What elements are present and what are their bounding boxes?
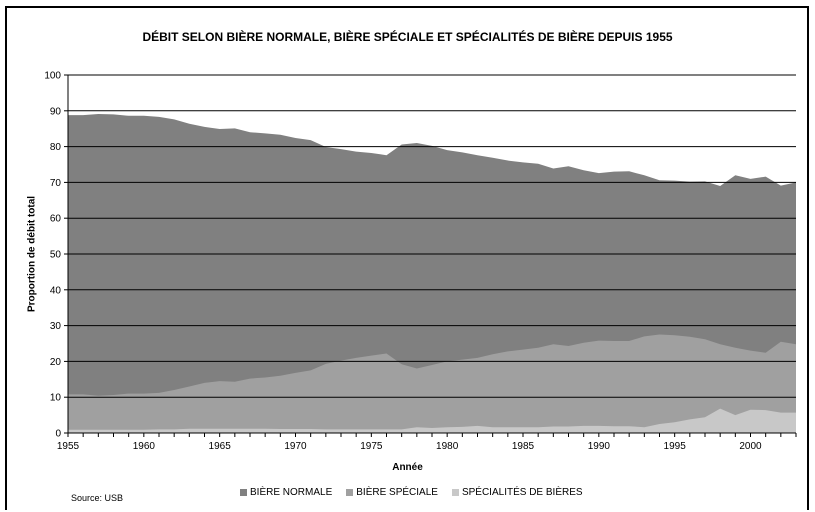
chart-frame	[5, 6, 809, 510]
x-axis-label: Année	[392, 462, 423, 473]
y-tick-label-10: 10	[50, 393, 62, 404]
y-tick-label-40: 40	[50, 285, 62, 296]
legend-item-biere-speciale: BIÈRE SPÉCIALE	[346, 487, 438, 498]
y-tick-label-50: 50	[50, 250, 62, 261]
legend-swatch-biere-normale	[240, 489, 247, 496]
x-tick-label-2000: 2000	[739, 441, 762, 452]
x-tick-label-1965: 1965	[209, 441, 232, 452]
y-tick-label-60: 60	[50, 214, 62, 225]
x-tick-label-1960: 1960	[133, 441, 156, 452]
legend: BIÈRE NORMALE BIÈRE SPÉCIALE SPÉCIALITÉS…	[240, 487, 583, 498]
legend-item-biere-normale: BIÈRE NORMALE	[240, 487, 332, 498]
area-series-1	[68, 334, 796, 433]
y-axis-label: Proportion de débit total	[26, 195, 38, 313]
y-tick-label-80: 80	[50, 142, 62, 153]
legend-label-biere-speciale: BIÈRE SPÉCIALE	[356, 487, 438, 498]
y-tick-label-20: 20	[50, 357, 62, 368]
y-tick-label-30: 30	[50, 321, 62, 332]
legend-label-biere-normale: BIÈRE NORMALE	[250, 487, 333, 498]
x-tick-label-1955: 1955	[57, 441, 80, 452]
x-tick-label-1975: 1975	[360, 441, 383, 452]
y-tick-label-0: 0	[55, 429, 61, 440]
source-note: Source: USB	[71, 493, 124, 503]
y-tick-label-70: 70	[50, 178, 62, 189]
legend-swatch-biere-speciale	[346, 489, 354, 496]
x-tick-label-1980: 1980	[436, 441, 459, 452]
legend-item-specialites: SPÉCIALITÉS DE BIÈRES	[451, 487, 583, 498]
x-tick-label-1990: 1990	[588, 441, 611, 452]
legend-label-specialites: SPÉCIALITÉS DE BIÈRES	[461, 487, 583, 498]
area-series-2	[68, 408, 796, 433]
legend-swatch-specialites	[451, 489, 459, 496]
x-tick-label-1970: 1970	[284, 441, 307, 452]
x-tick-label-1995: 1995	[664, 441, 687, 452]
x-tick-label-1985: 1985	[512, 441, 535, 452]
chart-title: DÉBIT SELON BIÈRE NORMALE, BIÈRE SPÉCIAL…	[142, 30, 673, 44]
y-tick-label-90: 90	[50, 106, 62, 117]
y-tick-label-100: 100	[44, 71, 61, 82]
